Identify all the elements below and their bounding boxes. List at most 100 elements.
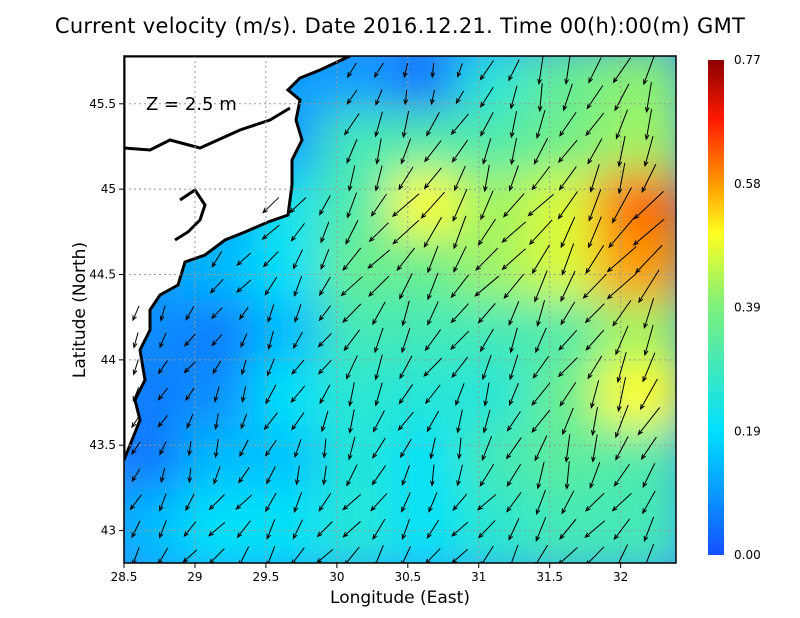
velocity-arrow [403,62,409,79]
velocity-arrow [184,333,196,347]
velocity-arrow [374,545,384,563]
velocity-arrow [236,252,252,266]
velocity-arrow [429,437,436,460]
velocity-arrow [501,248,526,271]
velocity-arrow [640,436,657,460]
y-axis-label: Latitude (North) [70,241,90,379]
velocity-arrow [558,166,577,191]
heatmap-cell [597,489,676,563]
velocity-arrow [157,360,168,375]
velocity-arrow [560,216,576,249]
velocity-arrow [131,468,141,483]
velocity-arrow [185,493,195,512]
velocity-arrow [584,492,605,512]
velocity-arrow [451,356,469,379]
velocity-arrow [455,382,465,407]
velocity-arrow [185,387,195,402]
velocity-arrow [131,441,141,455]
velocity-arrow [318,492,332,512]
velocity-arrow [399,273,413,300]
velocity-arrow [207,521,226,537]
velocity-arrow [368,222,389,243]
velocity-arrow [613,463,630,487]
velocity-arrow [427,272,439,301]
velocity-arrow [562,83,573,112]
colorbar-tick-label: 0.58 [734,177,761,191]
velocity-arrow [561,490,575,515]
velocity-arrow [644,108,653,141]
velocity-arrow [506,463,522,487]
velocity-arrow [374,111,383,138]
velocity-arrow [368,275,390,297]
velocity-arrow [535,327,547,354]
velocity-arrow [558,547,578,563]
velocity-arrow [582,273,607,299]
velocity-arrow [506,411,521,432]
velocity-arrow [643,543,655,563]
velocity-arrow [316,521,333,538]
velocity-arrow [509,110,518,139]
velocity-arrow [533,138,549,165]
velocity-arrow [423,357,443,378]
velocity-arrow [509,383,519,406]
velocity-arrow [584,520,606,539]
velocity-arrow [501,221,527,243]
velocity-arrow [480,190,494,221]
velocity-arrow [371,465,387,486]
y-tick-label: 43.5 [89,438,116,452]
velocity-arrow [509,544,519,563]
velocity-arrow [614,83,630,112]
velocity-arrow [505,437,522,460]
velocity-arrow [185,306,195,321]
y-tick-label: 45.5 [89,97,116,111]
x-tick-label: 29.5 [253,570,280,584]
velocity-arrow [532,355,550,379]
velocity-arrow [564,434,571,463]
velocity-arrow [320,221,330,244]
velocity-arrow [426,410,440,433]
velocity-arrow [317,333,332,348]
velocity-arrow [267,304,275,323]
velocity-arrow [638,269,660,304]
velocity-arrow [236,279,252,293]
velocity-arrow [559,381,577,407]
velocity-arrow [264,276,278,296]
velocity-arrow [391,193,420,218]
grid-lines [124,56,676,563]
colorbar-tick-label: 0.39 [734,301,761,315]
velocity-arrows [129,56,665,563]
velocity-arrow [236,520,251,539]
velocity-arrow [294,438,302,459]
velocity-arrow [644,82,652,114]
velocity-arrow [322,438,327,459]
velocity-arrow [506,492,522,513]
velocity-arrow [239,439,249,458]
velocity-arrow [613,518,631,541]
x-tick-label: 28.5 [111,570,138,584]
velocity-arrow [643,324,654,357]
velocity-arrow [238,467,250,484]
velocity-arrow [346,464,358,487]
velocity-arrow [267,331,274,351]
velocity-arrow [452,493,468,511]
velocity-arrow [346,355,358,380]
velocity-arrow [131,520,141,539]
velocity-arrow [559,518,577,540]
velocity-arrow [397,411,414,431]
velocity-arrow [480,86,494,108]
velocity-arrow [401,327,411,354]
velocity-arrow [289,197,307,214]
velocity-arrow [157,387,168,401]
velocity-arrow [345,219,359,245]
velocity-arrow [209,278,224,294]
velocity-arrow [342,520,362,538]
y-tick-label: 44.5 [89,268,116,282]
velocity-arrow [265,384,277,405]
velocity-arrow [641,163,657,193]
y-axis: 43 43.5 44 44.5 45 45.5 [89,97,124,538]
velocity-arrow [159,305,166,322]
land-detail [124,106,291,242]
velocity-arrow [450,274,469,299]
velocity-arrow [401,300,410,327]
velocity-arrow [182,549,198,563]
